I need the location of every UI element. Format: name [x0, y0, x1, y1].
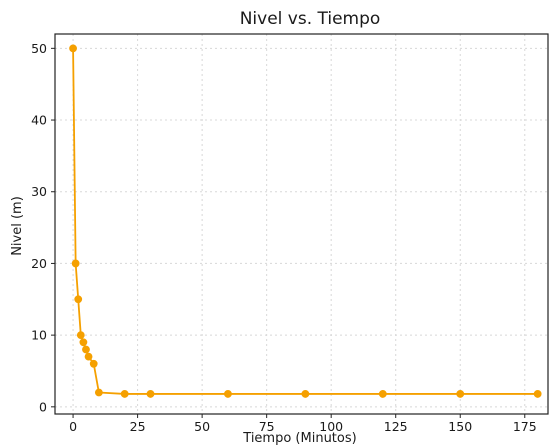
- x-tick-label: 150: [448, 419, 472, 434]
- y-tick-label: 20: [31, 256, 47, 271]
- data-point: [74, 295, 83, 304]
- data-point: [84, 352, 93, 361]
- grid: [55, 34, 548, 414]
- data-point: [301, 390, 310, 398]
- data-point: [94, 388, 103, 397]
- series-line: [72, 48, 538, 395]
- y-axis: 0 10 20 30 40 50: [31, 41, 55, 414]
- x-tick-label: 50: [194, 419, 210, 434]
- x-tick-label: 100: [319, 419, 343, 434]
- data-point: [533, 390, 542, 398]
- data-point: [378, 390, 387, 398]
- y-tick-label: 50: [31, 41, 47, 56]
- x-axis-label: Tiempo (Minutos): [242, 431, 356, 446]
- plot-frame: [54, 33, 549, 415]
- data-point: [69, 44, 77, 53]
- data-point: [79, 338, 88, 347]
- y-axis-label: Nivel (m): [10, 196, 25, 256]
- x-tick-label: 75: [259, 419, 275, 434]
- data-point: [71, 259, 80, 268]
- data-point: [146, 390, 155, 398]
- data-point: [456, 390, 465, 398]
- data-point: [120, 390, 129, 398]
- data-point: [224, 390, 232, 398]
- series-layer: [69, 44, 542, 398]
- y-tick-label: 10: [31, 328, 47, 343]
- x-tick-label: 0: [69, 419, 77, 434]
- x-tick-label: 25: [130, 419, 146, 434]
- data-point: [76, 331, 85, 340]
- chart-title: Nivel vs. Tiempo: [240, 9, 381, 29]
- y-tick-label: 0: [39, 399, 47, 414]
- x-tick-label: 125: [384, 419, 408, 434]
- data-point: [89, 359, 98, 368]
- y-tick-label: 30: [31, 184, 47, 199]
- x-axis: 0 25 50 75 100 125 150 175: [69, 414, 537, 434]
- y-tick-label: 40: [31, 113, 47, 128]
- data-point: [82, 345, 90, 354]
- x-tick-label: 175: [513, 419, 537, 434]
